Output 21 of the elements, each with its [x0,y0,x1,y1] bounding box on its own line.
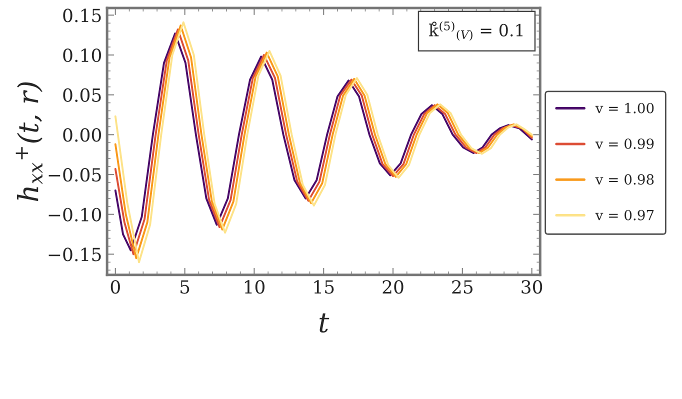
y-tick-label: −0.10 [48,208,102,222]
y-tick-label: 0.15 [63,8,101,22]
x-tick-label: 10 [244,280,264,294]
y-tick-label: 0.10 [63,48,102,62]
annotation: k̊$^{(5)}$$_{(V)}$ = 0.1 [428,21,523,41]
legend-label: v = 0.99 [595,138,654,149]
legend-label: v = 0.98 [595,174,654,185]
x-axis-title: t [320,313,330,333]
y-tick-label: 0.05 [63,88,101,102]
x-tick-label: 5 [180,280,190,294]
x-tick-label: 15 [314,280,334,294]
y-tick-label: −0.15 [48,248,101,262]
x-tick-label: 0 [110,280,120,294]
y-tick-label: −0.05 [48,168,101,182]
legend-label: v = 0.97 [595,210,654,220]
y-axis-title: h$_{xx}$$^{+}$(t, r) [16,82,42,202]
x-tick-label: 25 [452,280,473,294]
legend-label: v = 1.00 [595,102,654,114]
x-tick-label: 20 [382,280,404,294]
y-tick-label: 0.00 [63,128,102,142]
x-tick-label: 30 [522,280,542,294]
